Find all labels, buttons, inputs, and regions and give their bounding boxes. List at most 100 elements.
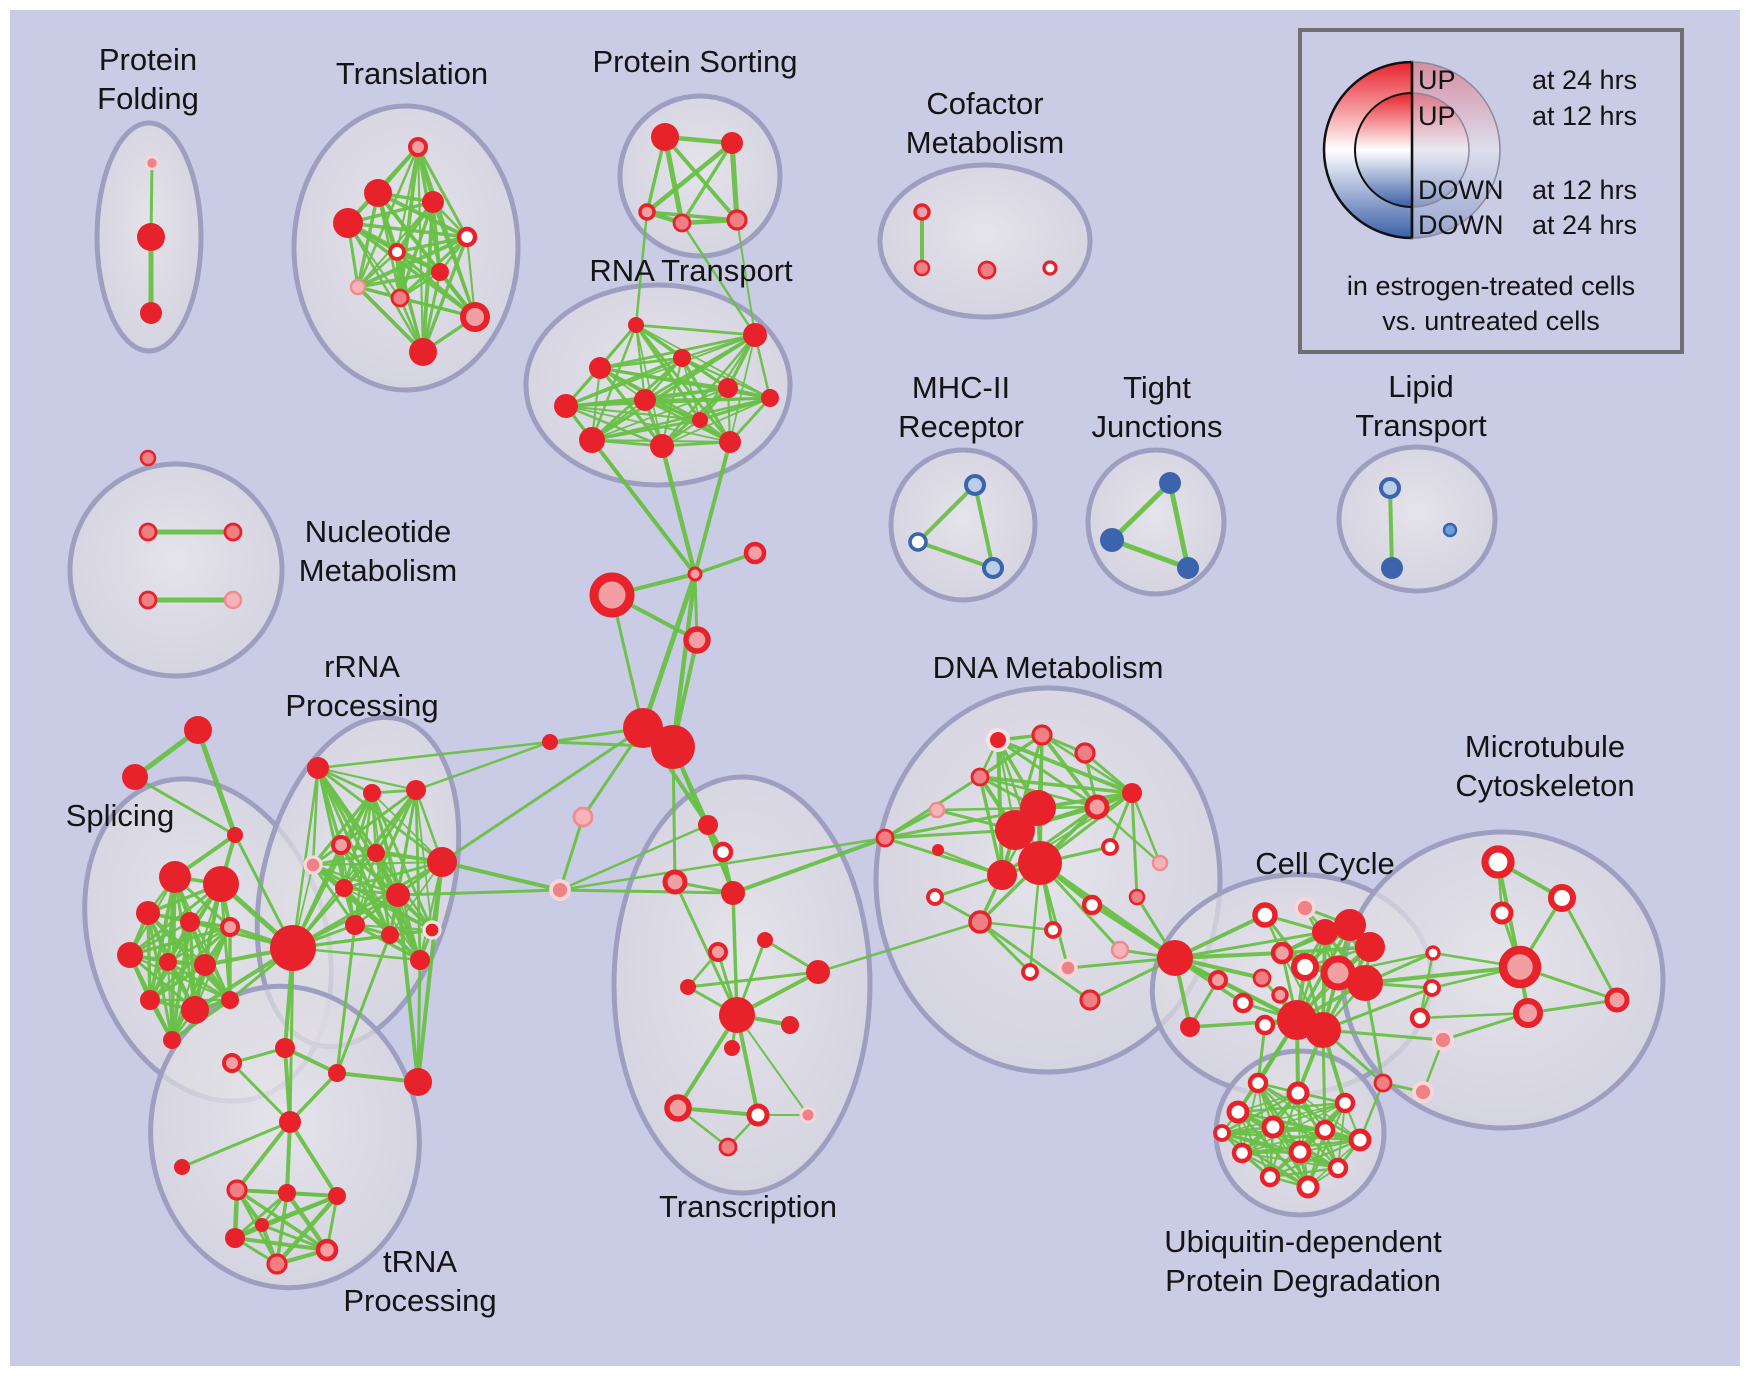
cluster-label-protein-folding: Protein: [99, 42, 197, 77]
node-rt1: [628, 317, 644, 333]
node-pf1: [144, 155, 160, 171]
edge-tn1-th3: [288, 1120, 339, 1198]
node-tr5: [757, 932, 773, 948]
edge-hub2-tr3: [671, 745, 677, 884]
cluster-label-trna-processing: tRNA: [383, 1244, 457, 1279]
cluster-nucleotide-metabolism: [67, 461, 285, 679]
edge-s5-s7: [166, 925, 232, 964]
legend-inner-circle-right: [1411, 92, 1470, 208]
node-tj3: [1177, 557, 1199, 579]
node-rr4: [331, 835, 351, 855]
cluster-label-lipid-transport: Lipid: [1388, 369, 1454, 404]
cluster-label-splicing: Splicing: [66, 798, 175, 833]
node-ch1: [687, 566, 703, 582]
edge-u6-u8: [1241, 1129, 1326, 1154]
edge-t3-t10: [431, 200, 477, 319]
edge-rt6-rt11: [661, 397, 771, 447]
node-u7: [1348, 1128, 1372, 1152]
edge-tr7-tr8: [686, 970, 820, 989]
edge-rt7-rt8: [564, 398, 647, 408]
node-t3: [422, 191, 444, 213]
edge-rr5-rr13: [311, 863, 434, 932]
node-dn3: [1074, 742, 1096, 764]
node-s9: [140, 990, 160, 1010]
edge-dn24-cc3: [1173, 930, 1327, 960]
node-rt7: [554, 394, 578, 418]
edge-tn1-tn3: [230, 1061, 292, 1124]
node-s4: [180, 912, 200, 932]
legend-row-direction: DOWN: [1418, 210, 1503, 240]
cluster-label-rna-transport: RNA Transport: [589, 253, 793, 288]
edge-u10-u11: [1268, 1166, 1340, 1179]
node-dn6: [1122, 783, 1142, 803]
node-t9: [390, 288, 410, 308]
node-t8: [349, 278, 367, 296]
legend-row-direction: UP: [1418, 65, 1456, 95]
node-dn19: [1044, 921, 1062, 939]
node-cn2: [549, 879, 571, 901]
cluster-label-cofactor-metabolism: Cofactor: [926, 86, 1043, 121]
node-mt7: [1513, 998, 1543, 1028]
node-th3: [328, 1187, 346, 1205]
edge-dn13-dn6: [1130, 791, 1162, 865]
edge-th2-th6: [275, 1191, 289, 1266]
edge-rt4-rt6: [680, 356, 772, 400]
edge-rt7-rt12: [565, 405, 731, 443]
node-dn14: [932, 844, 944, 856]
edge-tn1-th1: [235, 1120, 292, 1192]
edge-s5-s6: [128, 925, 232, 957]
node-dn9: [1020, 790, 1056, 826]
node-lp1: [1378, 476, 1402, 500]
edge-rr7-rr10: [291, 860, 444, 950]
edge-dn1-dn7: [996, 738, 1099, 809]
node-rr2: [363, 784, 381, 802]
edge-rt12-ch1: [693, 440, 732, 576]
edge-t5-t11: [421, 235, 469, 354]
edge-rr3-rr11: [353, 788, 418, 927]
node-ch4: [683, 626, 711, 654]
node-cc4: [1334, 909, 1366, 941]
node-ux2: [1412, 1081, 1434, 1103]
cluster-label-protein-sorting: Protein Sorting: [592, 44, 797, 79]
edge-rr8-rr14: [342, 886, 422, 962]
node-cc18: [1208, 970, 1228, 990]
node-dn21: [1021, 963, 1039, 981]
node-mh1: [963, 473, 987, 497]
node-rt10: [579, 427, 605, 453]
cluster-lipid-transport: [1336, 444, 1498, 594]
edge-tr4-tr9: [731, 891, 739, 1017]
node-rr9: [386, 883, 410, 907]
edge-rr2-rr7: [371, 792, 443, 863]
node-cc1: [1252, 902, 1278, 928]
node-rr11: [345, 915, 365, 935]
node-tr6: [708, 942, 728, 962]
edge-rt1-rt2: [634, 323, 757, 337]
edge-tj1-tj3: [1167, 480, 1191, 571]
node-cc10: [1252, 968, 1272, 988]
edge-rt3-rt4: [598, 356, 684, 370]
edge-ps1-ps5: [663, 135, 739, 222]
node-st2: [122, 764, 148, 790]
edge-rr2-rr5: [311, 791, 374, 867]
edge-rt3-rt12: [598, 366, 732, 444]
node-mh3: [981, 556, 1005, 580]
edge-tn1-tn4: [283, 1046, 292, 1124]
node-tr12: [664, 1094, 692, 1122]
edge-rr11-tn5: [335, 923, 357, 1075]
edge-cn2-tr1: [558, 823, 710, 892]
node-u11: [1259, 1166, 1281, 1188]
edge-rt4-rt7: [564, 356, 684, 408]
edge-rt2-rt10: [590, 333, 757, 442]
node-dn1: [986, 728, 1010, 752]
edge-dc1-dn8: [883, 828, 1017, 840]
node-tr15: [718, 1137, 738, 1157]
edge-rt11-ch1: [659, 443, 698, 577]
edge-t7-t8: [356, 270, 442, 289]
node-rr3: [406, 780, 426, 800]
legend-row-time: at 12 hrs: [1532, 101, 1637, 131]
edge-tr9-tr12: [676, 1013, 739, 1110]
node-cc9: [1347, 965, 1383, 1001]
node-tn5: [328, 1064, 346, 1082]
node-tj2: [1100, 528, 1124, 552]
